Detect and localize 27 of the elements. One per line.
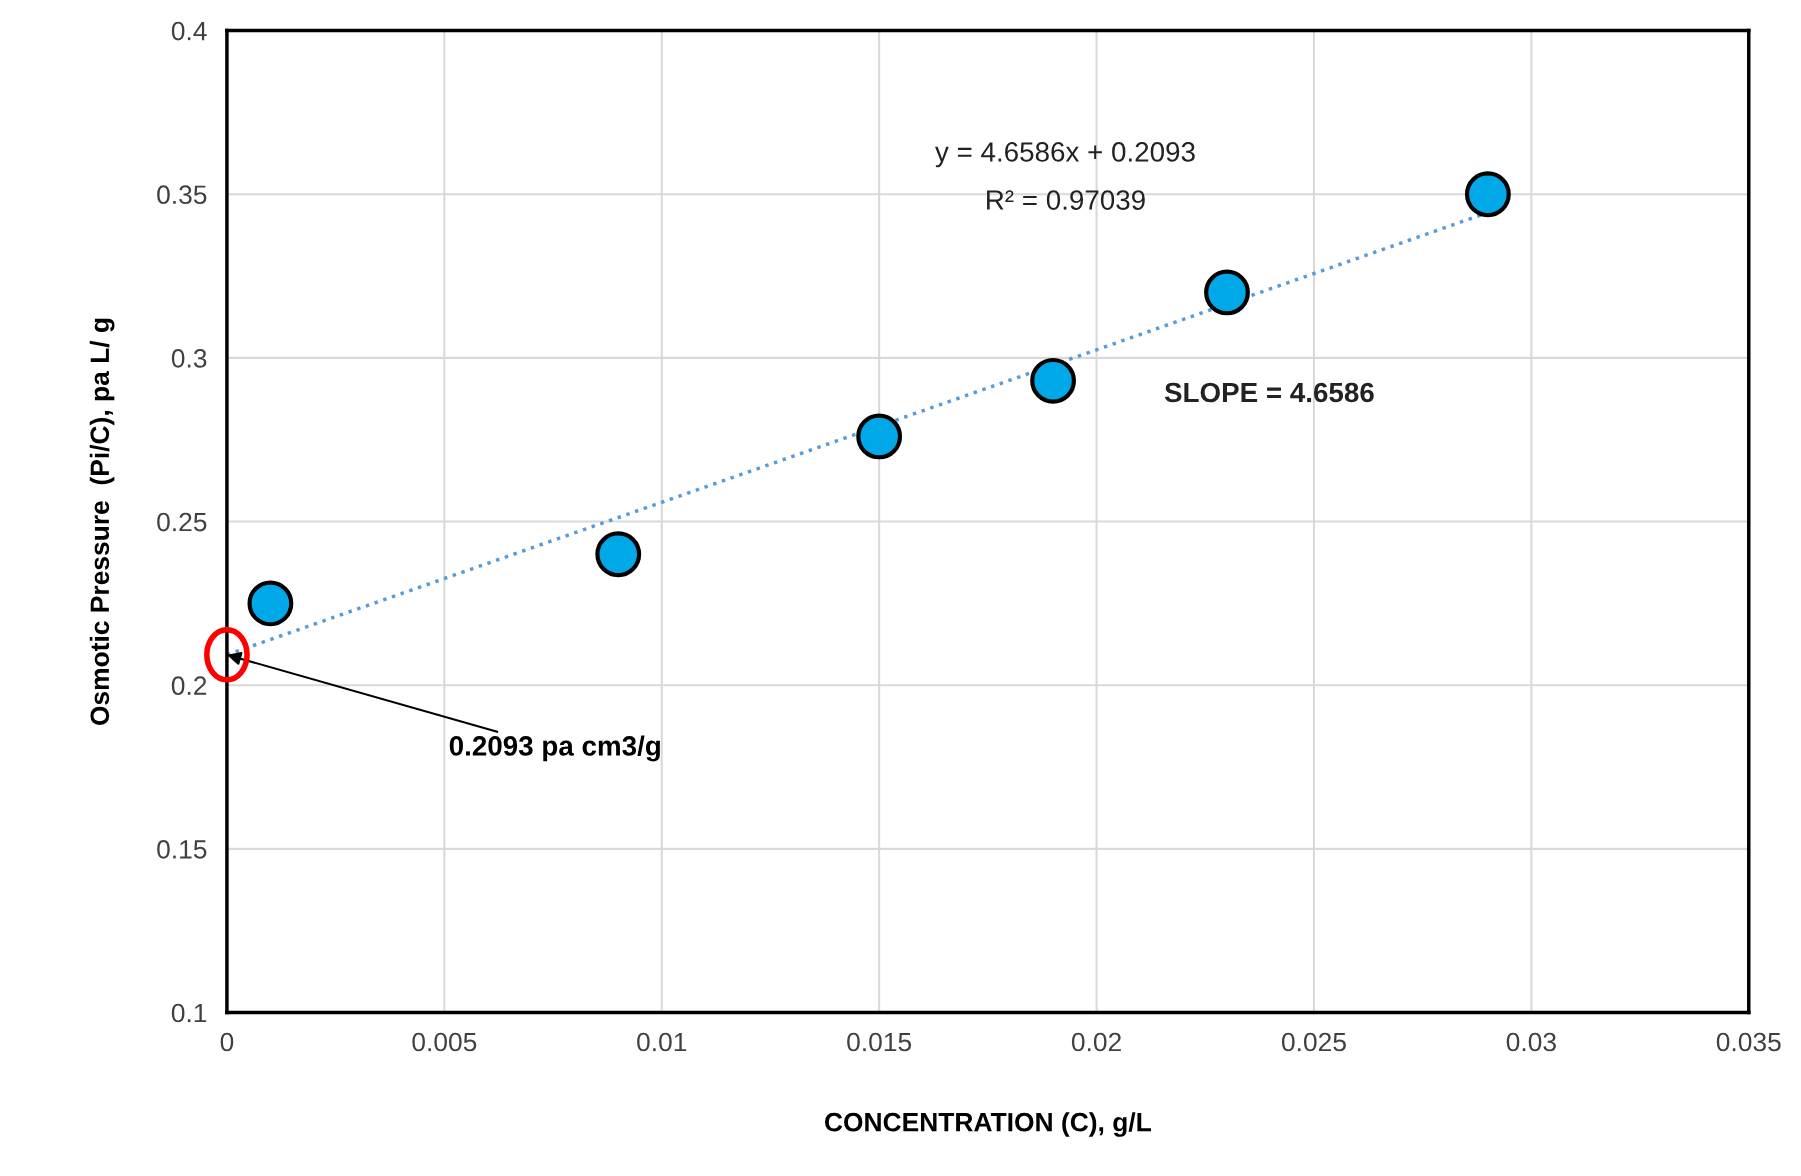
y-tick-label: 0.3 (171, 349, 207, 368)
y-tick-label: 0.35 (157, 185, 207, 205)
x-tick-label: 0.035 (1716, 1032, 1781, 1052)
x-tick-label: 0 (220, 1032, 234, 1052)
point (247, 580, 294, 627)
annotation: 0.2093 pa cm3/g (449, 735, 660, 762)
y-tick-label: 0.4 (171, 21, 207, 41)
point (1464, 171, 1511, 218)
point (856, 413, 903, 460)
y-tick-label: 0.25 (157, 512, 207, 532)
x-tick-label: 0.025 (1281, 1032, 1346, 1052)
x-tick-label: 0.015 (847, 1032, 912, 1052)
x-tick-label: 0.02 (1071, 1032, 1121, 1052)
point (1030, 357, 1076, 404)
annotation: R² = 0.97039 (987, 190, 1145, 210)
annotation: SLOPE = 4.6586 (1164, 382, 1374, 403)
point (595, 531, 642, 578)
y-tick-label: 0.15 (157, 840, 207, 859)
y-tick-label: 0.2 (171, 676, 207, 696)
point (1204, 269, 1250, 316)
annotation: y = 4.6586x + 0.2093 (935, 142, 1195, 168)
x-tick-label: 0.005 (412, 1032, 477, 1052)
x-tick-label: 0.01 (637, 1032, 687, 1052)
y-axis-title: Osmotic Pressure (Pi/C), pa L/ g (89, 318, 115, 726)
x-axis-title: CONCENTRATION (C), g/L (825, 1112, 1151, 1137)
y-tick-label: 0.1 (171, 1003, 207, 1023)
x-tick-label: 0.03 (1506, 1032, 1556, 1052)
